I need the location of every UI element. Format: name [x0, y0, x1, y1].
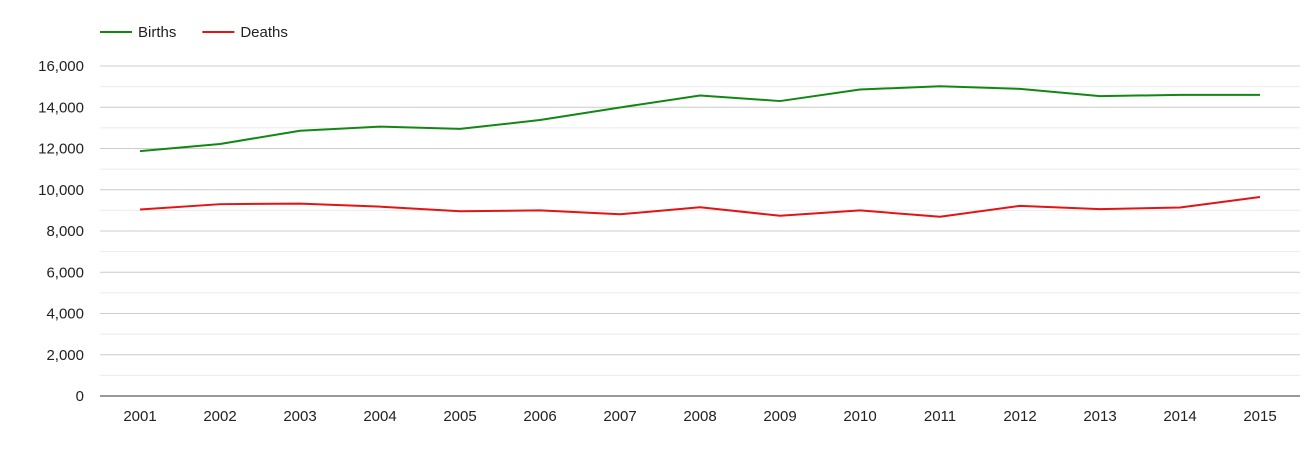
y-tick-label: 12,000 — [38, 141, 84, 158]
gridlines — [100, 65, 1300, 376]
y-tick-label: 2,000 — [46, 347, 84, 364]
x-tick-label: 2004 — [363, 408, 396, 425]
x-tick-label: 2003 — [283, 408, 316, 425]
series-line-deaths — [139, 195, 1261, 218]
x-tick-label: 2008 — [683, 408, 716, 425]
x-tick-label: 2001 — [123, 408, 156, 425]
x-tick-label: 2007 — [603, 408, 636, 425]
x-tick-label: 2009 — [763, 408, 796, 425]
x-tick-label: 2013 — [1083, 408, 1116, 425]
x-tick-label: 2011 — [924, 408, 956, 425]
x-tick-label: 2002 — [203, 408, 236, 425]
x-axis: 2001 2002 2003 2004 2005 2006 2007 2008 2009 2010… — [100, 395, 1300, 425]
x-tick-label: 2006 — [523, 408, 556, 425]
y-tick-label: 16,000 — [38, 58, 84, 75]
x-tick-label: 2015 — [1243, 408, 1276, 425]
series-line-births — [139, 85, 1260, 153]
y-tick-label: 8,000 — [46, 223, 84, 240]
legend-label-births: Births — [138, 24, 176, 41]
y-tick-label: 6,000 — [46, 264, 84, 281]
y-axis: 0 2,000 4,000 6,000 8,000 10,000 12,000 14,000 1… — [38, 58, 84, 405]
legend: Births Deaths — [100, 24, 288, 41]
x-tick-label: 2012 — [1003, 408, 1036, 425]
x-tick-label: 2014 — [1163, 408, 1196, 425]
x-tick-label: 2010 — [843, 408, 876, 425]
y-tick-label: 10,000 — [38, 182, 84, 199]
y-tick-label: 14,000 — [38, 99, 84, 116]
legend-label-deaths: Deaths — [240, 24, 288, 41]
y-tick-label: 0 — [76, 388, 84, 405]
y-tick-label: 4,000 — [46, 306, 84, 323]
series — [139, 85, 1261, 218]
x-tick-label: 2005 — [443, 408, 476, 425]
